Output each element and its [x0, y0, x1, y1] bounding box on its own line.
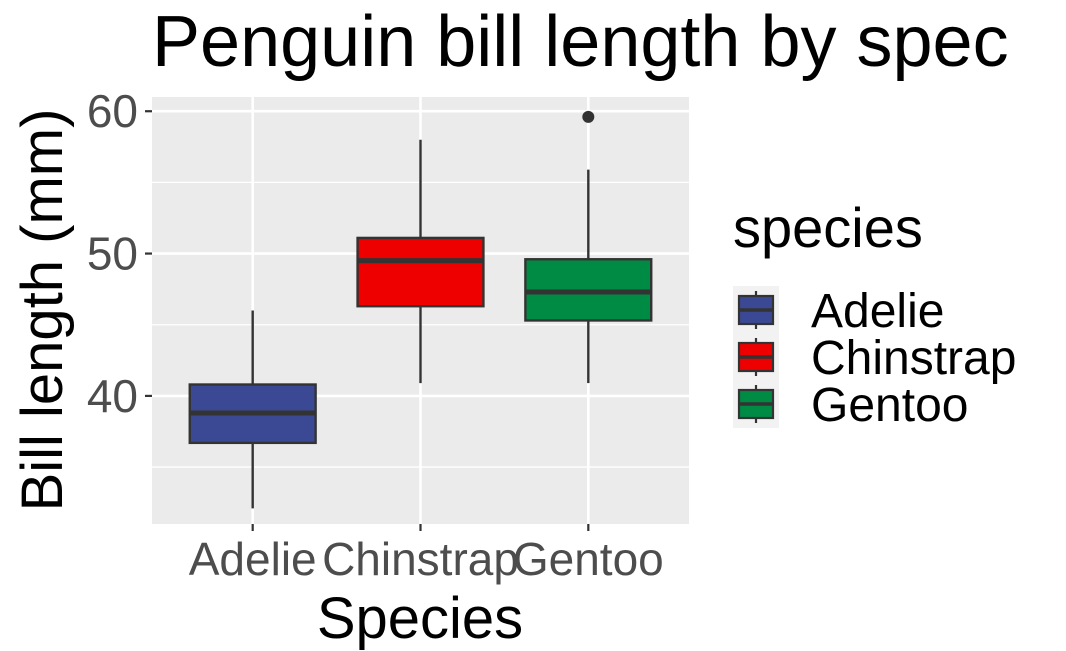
- chart-title: Penguin bill length by spec: [152, 2, 1009, 82]
- x-tick-label: Chinstrap: [322, 533, 519, 585]
- y-axis-title: Bill length (mm): [10, 109, 75, 512]
- legend-label: Chinstrap: [811, 332, 1016, 385]
- y-tick-label: 60: [87, 85, 138, 137]
- boxes-group: [188, 110, 653, 509]
- legend-label: Adelie: [811, 285, 944, 338]
- box-chinstrap: [356, 139, 485, 384]
- box-adelie: [188, 310, 317, 509]
- y-axis: 40 50 60: [87, 85, 152, 422]
- x-tick-label: Adelie: [189, 533, 317, 585]
- legend-entry-adelie: Adelie: [737, 285, 944, 338]
- x-axis-title: Species: [317, 586, 523, 651]
- legend-title: species: [733, 196, 923, 259]
- y-tick-label: 40: [87, 370, 138, 422]
- legend-entry-chinstrap: Chinstrap: [737, 332, 1016, 385]
- box-gentoo: [524, 110, 653, 384]
- outlier-point: [582, 110, 595, 123]
- x-tick-label: Gentoo: [513, 533, 664, 585]
- y-tick-label: 50: [87, 228, 138, 280]
- legend-label: Gentoo: [811, 379, 968, 432]
- box-body: [356, 236, 485, 308]
- legend-entry-gentoo: Gentoo: [737, 379, 968, 432]
